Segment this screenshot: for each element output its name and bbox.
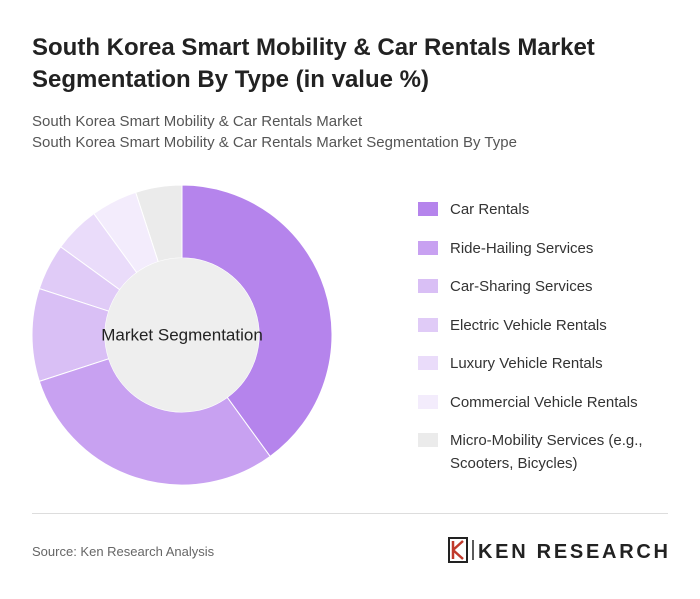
legend-label: Commercial Vehicle Rentals [450, 393, 638, 411]
legend-swatch [418, 433, 438, 447]
legend-label: Car-Sharing Services [450, 278, 593, 295]
legend-label: Luxury Vehicle Rentals [450, 355, 603, 372]
logo: KEN RESEARCH [448, 537, 668, 563]
legend-swatch [418, 279, 438, 293]
center-label: Market Segmentation [101, 325, 263, 344]
legend-label: Car Rentals [450, 201, 530, 218]
chart-title: South Korea Smart Mobility & Car Rentals… [32, 34, 595, 93]
legend-swatch [418, 317, 438, 332]
donut-chart: Market Segmentation [31, 184, 333, 486]
legend-label: Ride-Hailing Services [450, 239, 594, 257]
source: Source: Ken Research Analysis [32, 544, 215, 559]
legend-label: Electric Vehicle Rentals [450, 316, 607, 334]
legend-swatch [418, 240, 438, 255]
legend-swatch [418, 202, 438, 216]
divider [32, 513, 668, 514]
legend-swatch [418, 356, 438, 370]
subtitle: South Korea Smart Mobility & Car Rentals… [32, 113, 363, 130]
donut-hole [105, 258, 259, 412]
subtitle: South Korea Smart Mobility & Car Rentals… [32, 134, 517, 151]
legend-label: Micro-Mobility Services (e.g., Scooters,… [450, 432, 643, 472]
logo-text: KEN RESEARCH [478, 541, 668, 563]
legend-swatch [418, 394, 438, 409]
